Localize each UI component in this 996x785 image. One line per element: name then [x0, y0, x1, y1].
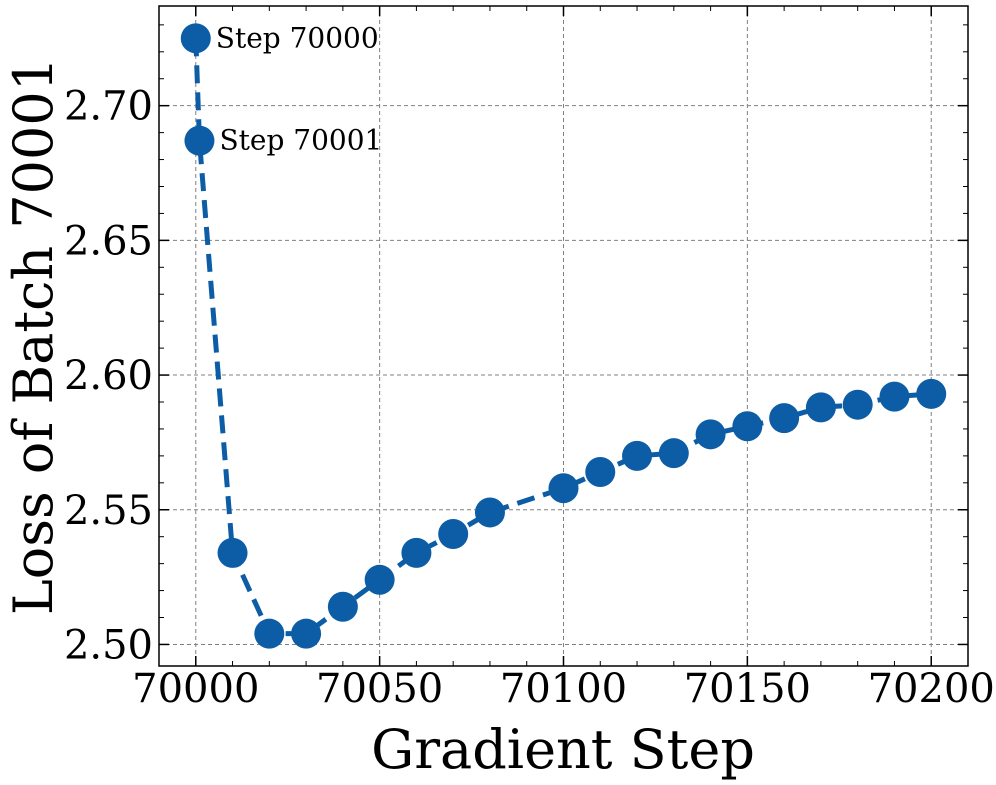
y-tick-label: 2.50	[64, 622, 153, 668]
data-point	[254, 618, 285, 649]
x-tick-label: 70050	[316, 666, 443, 712]
x-tick-label: 70000	[132, 666, 259, 712]
point-annotation: Step 70000	[216, 21, 379, 54]
data-point	[916, 378, 947, 409]
data-point	[217, 537, 248, 568]
x-tick-label: 70100	[500, 666, 627, 712]
data-point	[474, 497, 505, 528]
y-axis-title: Loss of Batch 70001	[2, 57, 65, 615]
data-point	[879, 381, 910, 412]
data-point	[658, 438, 689, 469]
x-tick-label: 70200	[868, 666, 995, 712]
series-layer	[180, 23, 947, 649]
data-point	[622, 440, 653, 471]
data-point	[805, 392, 836, 423]
y-tick-label: 2.55	[64, 488, 153, 534]
data-point	[695, 419, 726, 450]
data-point	[401, 537, 432, 568]
data-point	[291, 618, 322, 649]
y-tick-label: 2.65	[64, 218, 153, 264]
data-point	[327, 591, 358, 622]
y-tick-label: 2.60	[64, 353, 153, 399]
data-point	[842, 389, 873, 420]
annotations: Step 70000 Step 70001	[216, 21, 383, 156]
data-point	[364, 564, 395, 595]
data-point	[438, 519, 469, 549]
data-point	[732, 411, 763, 442]
point-annotation: Step 70001	[219, 124, 382, 157]
data-point	[180, 23, 211, 54]
axes: 70000 70050 70100 70150 70200 2.50 2.55 2.60 2.6…	[64, 5, 995, 712]
x-axis-title: Gradient Step	[371, 718, 755, 781]
data-point	[769, 403, 800, 434]
grid	[159, 6, 968, 666]
data-point	[184, 125, 215, 156]
y-tick-label: 2.70	[64, 84, 153, 130]
data-point	[585, 457, 616, 488]
data-point	[548, 473, 579, 504]
x-tick-label: 70150	[684, 666, 811, 712]
